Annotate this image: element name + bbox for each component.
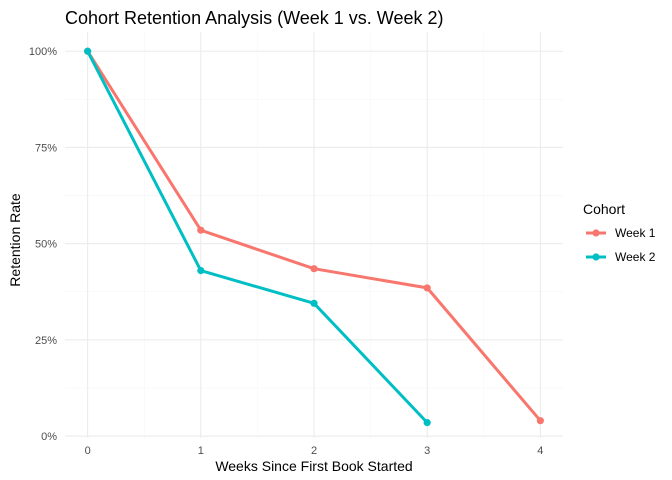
y-tick-label: 75% [35, 142, 57, 154]
data-point-week-1 [536, 417, 544, 425]
data-point-week-1 [423, 284, 431, 292]
chart-title: Cohort Retention Analysis (Week 1 vs. We… [65, 8, 444, 28]
x-tick-label: 1 [198, 445, 204, 457]
legend-title: Cohort [583, 201, 625, 217]
data-point-week-1 [310, 265, 318, 273]
y-tick-label: 50% [35, 239, 57, 251]
data-point-week-2 [423, 419, 431, 427]
tick-labels: 0% 25% 50% 75% 100% 0 1 2 3 4 [29, 46, 544, 457]
x-axis-title: Weeks Since First Book Started [215, 458, 412, 474]
x-tick-label: 2 [311, 445, 317, 457]
data-point-week-2 [310, 299, 318, 307]
legend-key-point-week-2 [592, 253, 600, 261]
y-axis-title: Retention Rate [7, 193, 23, 287]
legend-label-week-1: Week 1 [615, 226, 656, 240]
x-tick-label: 4 [537, 445, 543, 457]
x-tick-label: 0 [85, 445, 91, 457]
data-point-week-2 [84, 47, 92, 55]
data-point-week-2 [197, 266, 205, 275]
series-group [84, 47, 544, 427]
series-line-week-2 [86, 50, 429, 424]
y-tick-label: 0% [41, 431, 57, 443]
data-point-week-1 [197, 226, 205, 234]
y-tick-label: 100% [29, 46, 57, 58]
grid [65, 32, 563, 438]
legend-label-week-2: Week 2 [615, 250, 656, 264]
legend: Cohort Week 1 Week 2 [583, 201, 656, 264]
legend-key-point-week-1 [592, 229, 600, 237]
y-tick-label: 25% [35, 335, 57, 347]
x-tick-label: 3 [424, 445, 430, 457]
